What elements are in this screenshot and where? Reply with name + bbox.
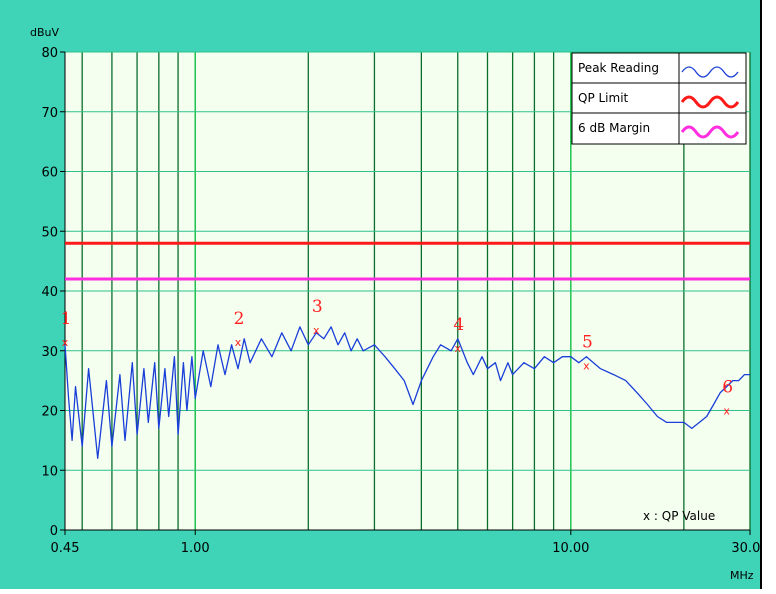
emission-chart: dBuV MHz 0 10 20 30 40 50 60 70 80 0.45 1.00 10.00… [30, 26, 769, 582]
y-axis: 0 10 20 30 40 50 60 70 80 [41, 46, 65, 539]
legend-6db-margin: 6 dB Margin [578, 121, 650, 135]
qp-marker-label: 2 [234, 309, 245, 329]
qp-marker-label: 3 [312, 297, 323, 317]
qp-marker-label: 6 [722, 378, 733, 398]
legend-peak-reading: Peak Reading [578, 61, 659, 75]
qp-marker: x [235, 336, 242, 349]
x-tick-label: 1.00 [181, 541, 210, 556]
y-tick-label: 40 [41, 285, 58, 300]
x-axis-label: MHz [730, 569, 754, 582]
qp-markers: x 1 x 2 x 3 x 4 x 5 x 6 [61, 297, 733, 418]
legend-swatch-margin [680, 125, 740, 139]
series-layer [64, 241, 750, 459]
x-tick-label: 10.00 [552, 541, 589, 556]
x-tick-label: 0.45 [51, 541, 80, 556]
y-tick-label: 60 [41, 166, 58, 181]
x-axis: 0.45 1.00 10.00 30.00 [51, 530, 769, 556]
qp-marker-label: 5 [582, 333, 593, 353]
qp-value-note: x : QP Value [643, 509, 715, 523]
legend-qp-limit: QP Limit [578, 91, 629, 105]
qp-marker-label: 4 [453, 315, 464, 335]
qp-marker: x [723, 405, 730, 418]
legend-swatch-qp-limit [680, 95, 740, 109]
grid [64, 51, 751, 531]
x-tick-label: 30.00 [731, 541, 760, 556]
qp-marker: x [583, 360, 590, 373]
y-tick-label: 70 [41, 106, 58, 121]
legend-swatch-peak [681, 66, 739, 78]
y-tick-label: 80 [41, 46, 58, 61]
y-tick-label: 50 [41, 225, 58, 240]
y-tick-label: 10 [41, 464, 58, 479]
y-tick-label: 30 [41, 345, 58, 360]
qp-marker: x [313, 324, 320, 337]
qp-marker-label: 1 [61, 309, 72, 329]
qp-marker: x [62, 336, 69, 349]
y-tick-label: 20 [41, 405, 58, 420]
series-line-peak-reading [64, 326, 750, 459]
legend: Peak Reading QP Limit 6 dB Margin [571, 52, 747, 145]
y-axis-label: dBuV [30, 26, 60, 39]
y-tick-label: 0 [50, 524, 58, 539]
qp-marker: x [454, 342, 461, 355]
